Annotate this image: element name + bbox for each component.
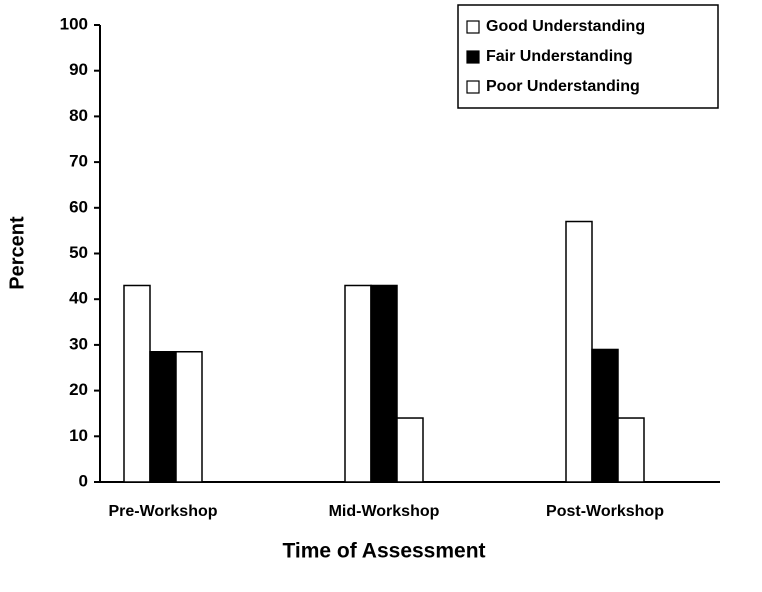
y-tick-label: 100: [60, 14, 88, 33]
legend-label: Poor Understanding: [486, 78, 640, 95]
x-tick-label: Pre-Workshop: [108, 503, 217, 520]
x-tick-label: Mid-Workshop: [329, 503, 440, 520]
bar: [396, 417, 424, 483]
y-tick-label: 0: [79, 471, 88, 490]
bar: [591, 348, 619, 483]
legend-swatch: [466, 80, 480, 94]
bar: [617, 417, 645, 483]
y-tick-label: 50: [69, 243, 88, 262]
legend-label: Good Understanding: [486, 18, 645, 35]
y-tick-label: 60: [69, 197, 88, 216]
bar: [344, 284, 372, 483]
x-tick-label: Post-Workshop: [546, 503, 664, 520]
y-tick-label: 20: [69, 380, 88, 399]
bar: [149, 351, 177, 483]
y-tick-label: 40: [69, 289, 88, 308]
legend-swatch: [466, 50, 480, 64]
legend-label: Fair Understanding: [486, 48, 633, 65]
legend-swatch: [466, 20, 480, 34]
y-tick-label: 70: [69, 152, 88, 171]
bar: [123, 284, 151, 483]
bar: [370, 284, 398, 483]
y-axis-title: Percent: [6, 216, 28, 290]
legend-box: [457, 4, 719, 109]
y-tick-label: 10: [69, 426, 88, 445]
x-axis-title: Time of Assessment: [282, 540, 485, 563]
y-tick-label: 80: [69, 106, 88, 125]
bar: [175, 351, 203, 483]
y-tick-label: 90: [69, 60, 88, 79]
bar: [565, 220, 593, 483]
y-tick-label: 30: [69, 334, 88, 353]
